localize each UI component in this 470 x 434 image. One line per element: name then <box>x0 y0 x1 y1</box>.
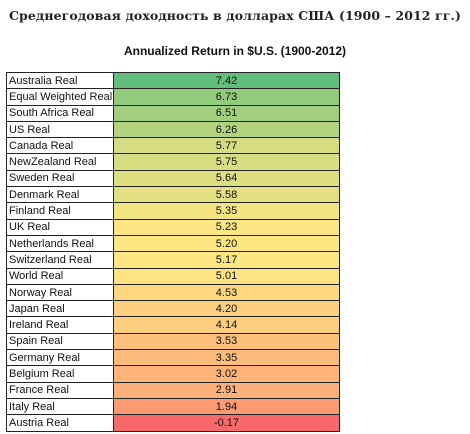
row-value: 6.73 <box>113 88 340 106</box>
row-label: Norway Real <box>6 283 114 302</box>
row-value: 5.58 <box>113 186 340 204</box>
row-value: 5.17 <box>113 251 340 269</box>
row-value: 7.42 <box>113 71 340 90</box>
row-label: Equal Weighted Real <box>6 88 114 106</box>
row-label: Switzerland Real <box>6 251 114 269</box>
row-label: Italy Real <box>6 397 114 416</box>
table-row: Sweden Real 5.64 <box>6 169 340 188</box>
table-row: Australia Real 7.42 <box>6 71 340 90</box>
row-value: 6.26 <box>113 120 340 139</box>
row-value: 4.14 <box>113 316 340 334</box>
table-row: Netherlands Real 5.20 <box>6 234 340 253</box>
row-label: Finland Real <box>6 202 114 220</box>
table-row: South Africa Real 6.51 <box>6 104 340 122</box>
returns-table: Australia Real 7.42 Equal Weighted Real 6.7… <box>6 71 340 432</box>
row-label: Denmark Real <box>6 186 114 204</box>
table-row: Equal Weighted Real 6.73 <box>6 88 340 106</box>
table-row: World Real 5.01 <box>6 267 340 285</box>
table-row: Italy Real 1.94 <box>6 397 340 416</box>
table-row: UK Real 5.23 <box>6 218 340 236</box>
table-row: Canada Real 5.77 <box>6 137 340 155</box>
table-row: Norway Real 4.53 <box>6 283 340 302</box>
row-label: Germany Real <box>6 349 114 367</box>
table-row: Austria Real -0.17 <box>6 414 340 432</box>
row-label: Australia Real <box>6 71 114 90</box>
row-value: 5.77 <box>113 137 340 155</box>
table-row: Ireland Real 4.14 <box>6 316 340 334</box>
table-title: Annualized Return in $U.S. (1900-2012) <box>123 44 347 58</box>
row-value: 2.91 <box>113 381 340 399</box>
row-label: UK Real <box>6 218 114 236</box>
row-value: 3.53 <box>113 332 340 351</box>
row-value: -0.17 <box>113 414 340 432</box>
table-row: US Real 6.26 <box>6 120 340 139</box>
row-label: Belgium Real <box>6 365 114 383</box>
table-row: Switzerland Real 5.17 <box>6 251 340 269</box>
row-value: 5.23 <box>113 218 340 236</box>
table-row: France Real 2.91 <box>6 381 340 399</box>
row-label: World Real <box>6 267 114 285</box>
row-label: Austria Real <box>6 414 114 432</box>
table-row: Germany Real 3.35 <box>6 349 340 367</box>
row-value: 5.20 <box>113 234 340 253</box>
row-label: US Real <box>6 120 114 139</box>
row-label: Japan Real <box>6 300 114 318</box>
table-row: Spain Real 3.53 <box>6 332 340 351</box>
row-label: Spain Real <box>6 332 114 351</box>
row-value: 5.35 <box>113 202 340 220</box>
table-row: Belgium Real 3.02 <box>6 365 340 383</box>
page-title: Среднегодовая доходность в долларах США … <box>8 8 462 23</box>
table-row: Denmark Real 5.58 <box>6 186 340 204</box>
row-value: 5.64 <box>113 169 340 188</box>
table-row: Finland Real 5.35 <box>6 202 340 220</box>
row-label: Sweden Real <box>6 169 114 188</box>
row-value: 3.35 <box>113 349 340 367</box>
row-value: 5.75 <box>113 153 340 171</box>
row-label: Canada Real <box>6 137 114 155</box>
row-label: NewZealand Real <box>6 153 114 171</box>
row-value: 3.02 <box>113 365 340 383</box>
row-value: 1.94 <box>113 397 340 416</box>
table-row: NewZealand Real 5.75 <box>6 153 340 171</box>
row-value: 4.53 <box>113 283 340 302</box>
table-row: Japan Real 4.20 <box>6 300 340 318</box>
row-value: 6.51 <box>113 104 340 122</box>
row-label: France Real <box>6 381 114 399</box>
row-label: Netherlands Real <box>6 234 114 253</box>
row-value: 5.01 <box>113 267 340 285</box>
row-label: South Africa Real <box>6 104 114 122</box>
row-label: Ireland Real <box>6 316 114 334</box>
row-value: 4.20 <box>113 300 340 318</box>
